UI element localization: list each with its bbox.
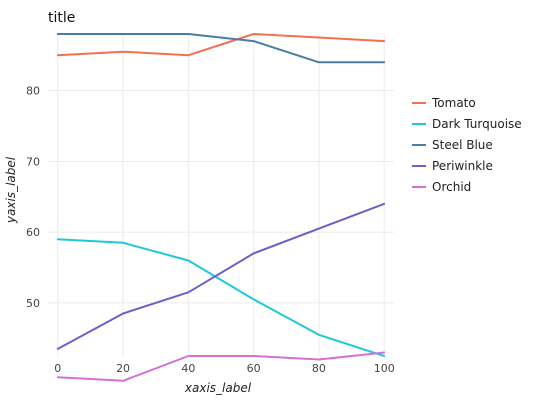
legend-label-periwinkle: Periwinkle: [432, 159, 493, 173]
series-lines: [56, 33, 386, 382]
legend: Tomato Dark Turquoise Steel Blue Periwinkle…: [412, 96, 522, 194]
series-line-tomato: [56, 33, 386, 57]
tick-labels: 0 20 40 60 80 100 50 60 70 80: [26, 85, 395, 375]
grid: [48, 34, 394, 356]
legend-label-steel-blue: Steel Blue: [432, 138, 493, 152]
series-line-dark-turquoise: [56, 238, 386, 357]
x-axis-label: xaxis_label: [184, 381, 252, 395]
chart-title: title: [48, 10, 75, 26]
series-line-periwinkle: [56, 202, 386, 350]
legend-label-dark-turquoise: Dark Turquoise: [432, 117, 522, 131]
y-tick-label: 50: [26, 297, 40, 310]
series-line-orchid: [56, 351, 386, 382]
y-tick-label: 70: [26, 155, 40, 168]
y-tick-label: 60: [26, 226, 40, 239]
legend-label-orchid: Orchid: [432, 180, 471, 194]
x-tick-label: 80: [312, 362, 326, 375]
series-line-steel-blue: [56, 33, 386, 64]
x-tick-label: 40: [181, 362, 195, 375]
x-tick-label: 20: [116, 362, 130, 375]
x-tick-label: 0: [54, 362, 61, 375]
x-tick-label: 100: [374, 362, 395, 375]
legend-label-tomato: Tomato: [431, 96, 476, 110]
y-axis-label: yaxis_label: [4, 156, 18, 224]
x-tick-label: 60: [247, 362, 261, 375]
y-tick-label: 80: [26, 85, 40, 98]
